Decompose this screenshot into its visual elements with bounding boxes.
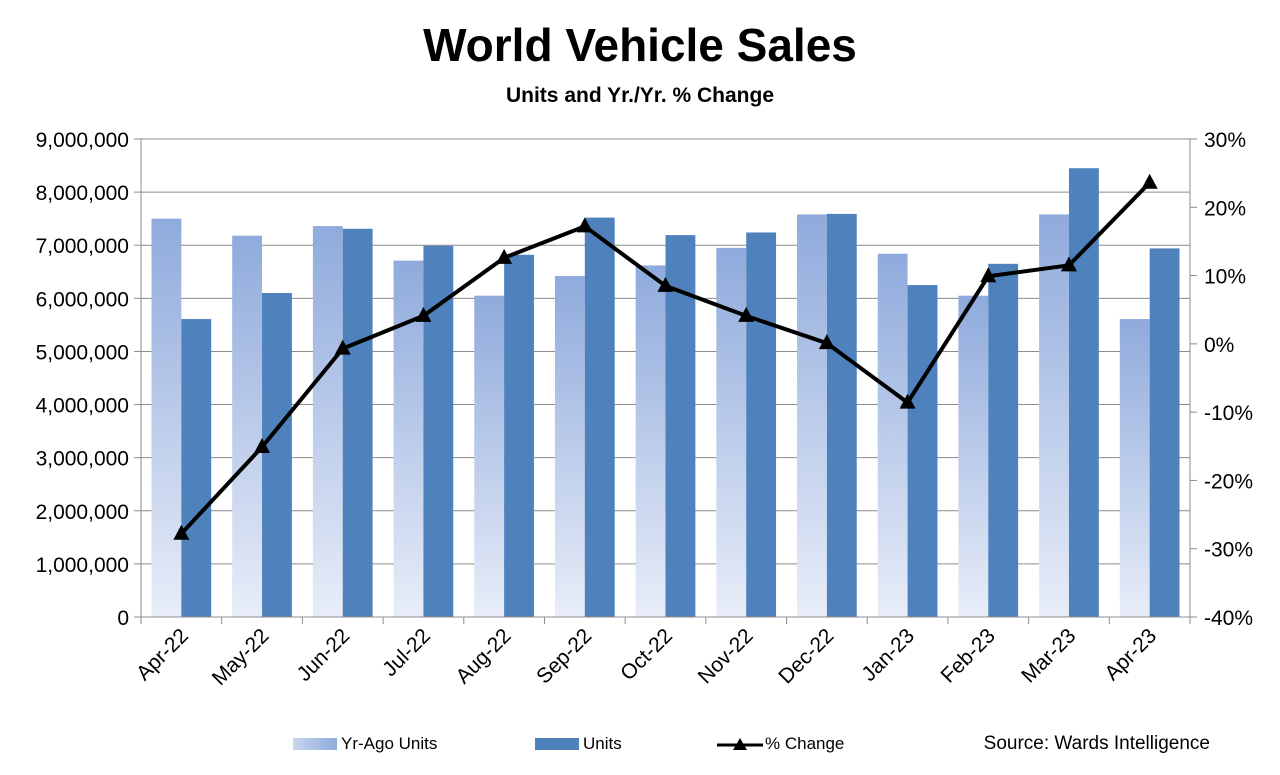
legend-label-units: Units <box>583 734 622 753</box>
marker-pct-change <box>818 334 835 350</box>
left-axis-tick-label: 0 <box>117 607 129 630</box>
chart-subtitle: Units and Yr./Yr. % Change <box>505 84 775 107</box>
left-axis-tick-label: 5,000,000 <box>36 341 129 364</box>
x-axis-tick-label: Jul-22 <box>378 624 435 681</box>
left-axis-tick-label: 2,000,000 <box>36 501 129 524</box>
left-axis-tick-label: 4,000,000 <box>36 395 129 418</box>
marker-pct-change <box>173 524 190 540</box>
bar-units <box>504 254 534 617</box>
bar-units <box>665 235 696 617</box>
bar-units <box>826 213 857 618</box>
marker-pct-change <box>415 306 432 322</box>
bar-units <box>181 319 212 617</box>
x-axis-tick-label: Oct-22 <box>616 624 677 685</box>
marker-pct-change <box>1060 256 1077 272</box>
marker-pct-change <box>334 339 351 355</box>
right-axis-tick-label: -40% <box>1204 607 1253 630</box>
bar-units <box>262 293 292 617</box>
x-axis-tick-label: Dec-22 <box>774 624 838 688</box>
chart-title: World Vehicle Sales <box>423 19 857 71</box>
bar-yr-ago-units <box>716 247 747 617</box>
right-axis-tick-label: -10% <box>1204 402 1253 425</box>
bar-units <box>1149 248 1180 618</box>
marker-pct-change <box>254 437 271 453</box>
marker-pct-change <box>576 217 593 233</box>
left-axis-tick-label: 8,000,000 <box>36 182 129 205</box>
bar-units <box>746 232 777 617</box>
bar-yr-ago-units <box>312 226 343 617</box>
bar-units <box>907 285 938 617</box>
x-axis-tick-label: Nov-22 <box>694 624 758 688</box>
bar-yr-ago-units <box>393 260 424 617</box>
right-axis-tick-label: -20% <box>1204 470 1253 493</box>
bar-yr-ago-units <box>151 218 182 617</box>
bar-yr-ago-units <box>1119 319 1150 617</box>
marker-pct-change <box>980 267 997 283</box>
bar-yr-ago-units <box>1039 214 1069 617</box>
legend-item-yr-ago: Yr-Ago Units <box>293 733 437 755</box>
bar-yr-ago-units <box>554 276 585 617</box>
legend-swatch-yr-ago <box>293 738 337 750</box>
bar-yr-ago-units <box>474 295 505 617</box>
bar-yr-ago-units <box>877 253 908 617</box>
marker-pct-change <box>657 276 674 292</box>
x-axis-tick-label: Mar-23 <box>1017 624 1080 687</box>
legend-item-units: Units <box>535 733 622 755</box>
x-axis-tick-label: Sep-22 <box>532 624 596 688</box>
legend-label-pct-change: % Change <box>765 734 845 753</box>
marker-pct-change <box>1141 173 1158 189</box>
x-axis-tick-label: May-22 <box>208 624 274 690</box>
bar-units <box>988 263 1019 617</box>
right-axis-tick-label: 0% <box>1204 334 1234 357</box>
x-axis-tick-label: Feb-23 <box>936 624 999 687</box>
left-axis-tick-label: 9,000,000 <box>36 129 129 152</box>
x-axis-tick-label: Aug-22 <box>452 624 516 688</box>
marker-pct-change <box>496 248 513 264</box>
bar-yr-ago-units <box>797 214 827 617</box>
right-axis-tick-label: 30% <box>1204 129 1246 152</box>
right-axis-tick-label: -30% <box>1204 539 1253 562</box>
x-axis-tick-label: Jan-23 <box>857 624 919 686</box>
bar-yr-ago-units <box>232 235 263 617</box>
right-axis-tick-label: 10% <box>1204 266 1246 289</box>
x-axis-tick-label: Apr-23 <box>1100 624 1161 685</box>
left-axis-tick-label: 1,000,000 <box>36 554 129 577</box>
bar-units <box>342 228 373 617</box>
legend-swatch-units <box>535 738 579 750</box>
left-axis-tick-label: 6,000,000 <box>36 288 129 311</box>
right-axis-tick-label: 20% <box>1204 197 1246 220</box>
legend-label-yr-ago: Yr-Ago Units <box>341 734 438 753</box>
marker-pct-change <box>899 393 916 409</box>
bar-yr-ago-units <box>958 295 989 617</box>
marker-pct-change <box>738 306 755 322</box>
legend-item-pct-change: % Change <box>717 733 844 755</box>
x-axis-tick-label: Apr-22 <box>132 624 193 685</box>
bar-units <box>584 217 615 618</box>
left-axis-tick-label: 7,000,000 <box>36 235 129 258</box>
bar-yr-ago-units <box>635 265 666 617</box>
legend-swatch-pct-change <box>717 738 763 750</box>
bar-units <box>423 245 454 617</box>
left-axis-tick-label: 3,000,000 <box>36 448 129 471</box>
bar-units <box>1068 168 1099 617</box>
x-axis-tick-label: Jun-22 <box>293 624 355 686</box>
source-note: Source: Wards Intelligence <box>983 733 1210 754</box>
